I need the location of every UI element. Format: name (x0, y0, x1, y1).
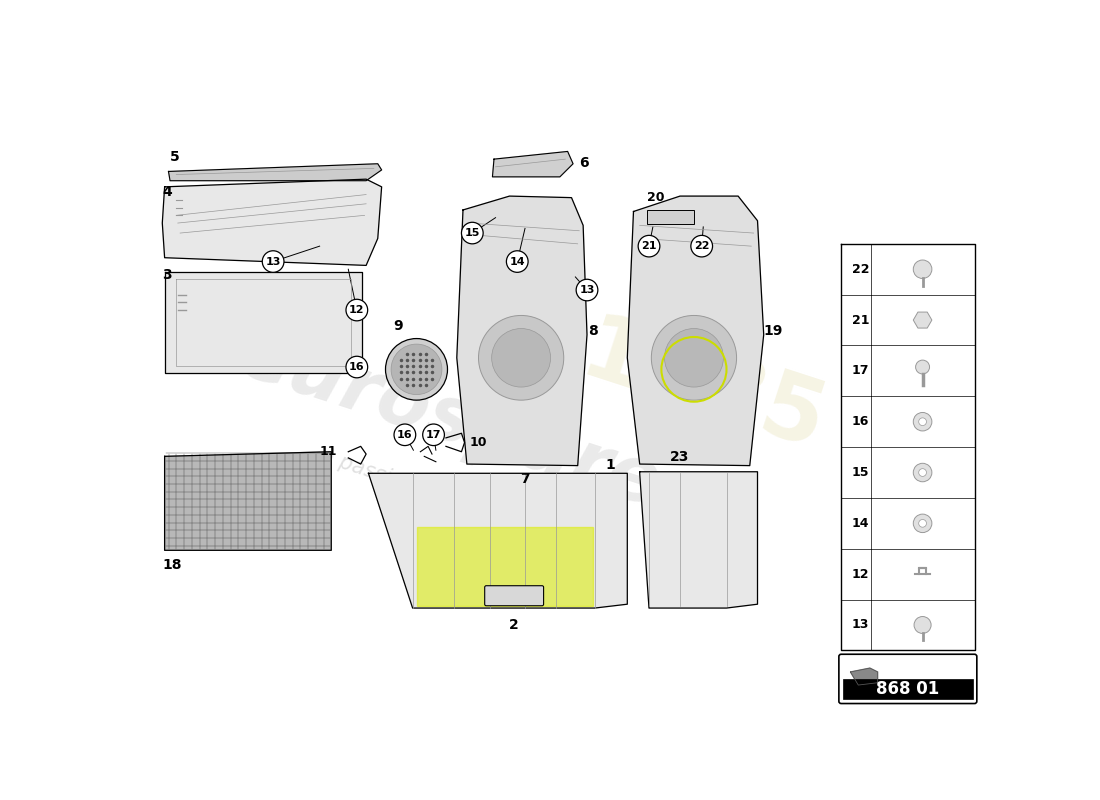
Circle shape (392, 344, 442, 394)
Polygon shape (165, 452, 331, 550)
Text: 1985: 1985 (570, 308, 836, 470)
Text: 14: 14 (852, 517, 870, 530)
Text: 16: 16 (397, 430, 412, 440)
Circle shape (385, 338, 448, 400)
Text: 6: 6 (580, 156, 588, 170)
Circle shape (913, 260, 932, 278)
Circle shape (492, 329, 551, 387)
Text: 20: 20 (648, 190, 664, 204)
Circle shape (394, 424, 416, 446)
Text: 14: 14 (509, 257, 525, 266)
Text: 5: 5 (170, 150, 179, 164)
FancyBboxPatch shape (843, 679, 974, 699)
Circle shape (576, 279, 598, 301)
Circle shape (262, 250, 284, 272)
Text: 22: 22 (852, 262, 870, 276)
Text: 13: 13 (580, 285, 595, 295)
Polygon shape (417, 527, 593, 606)
Text: 13: 13 (852, 618, 869, 631)
Circle shape (462, 222, 483, 244)
Circle shape (506, 250, 528, 272)
Text: 10: 10 (470, 436, 486, 449)
Circle shape (691, 235, 713, 257)
Text: 9: 9 (394, 319, 403, 333)
Text: 18: 18 (163, 558, 182, 572)
Text: 12: 12 (349, 305, 364, 315)
Text: 12: 12 (852, 568, 870, 581)
Text: 21: 21 (641, 241, 657, 251)
Polygon shape (163, 179, 382, 266)
Text: 13: 13 (265, 257, 280, 266)
Polygon shape (640, 472, 758, 608)
Circle shape (422, 424, 444, 446)
Circle shape (915, 360, 930, 374)
Circle shape (913, 514, 932, 533)
Text: 17: 17 (426, 430, 441, 440)
Text: 23: 23 (670, 450, 690, 464)
Polygon shape (168, 164, 382, 181)
Circle shape (638, 235, 660, 257)
Text: 19: 19 (763, 324, 783, 338)
Text: a passion for parts since 1985: a passion for parts since 1985 (318, 446, 624, 562)
Polygon shape (493, 151, 573, 177)
Text: 8: 8 (588, 324, 598, 338)
Circle shape (914, 617, 931, 634)
Circle shape (346, 356, 367, 378)
Circle shape (478, 315, 563, 400)
FancyBboxPatch shape (648, 210, 694, 224)
FancyBboxPatch shape (485, 586, 543, 606)
Circle shape (913, 413, 932, 431)
Text: 21: 21 (852, 314, 870, 326)
Text: 3: 3 (163, 269, 172, 282)
Polygon shape (165, 271, 362, 373)
Text: 22: 22 (694, 241, 710, 251)
Circle shape (664, 329, 724, 387)
Circle shape (651, 315, 737, 400)
Text: eurospares: eurospares (230, 318, 712, 537)
Text: 7: 7 (520, 472, 530, 486)
Text: 11: 11 (320, 446, 338, 458)
Polygon shape (627, 196, 763, 466)
Polygon shape (456, 196, 587, 466)
Text: 868 01: 868 01 (877, 680, 939, 698)
Polygon shape (850, 668, 878, 685)
Circle shape (918, 519, 926, 527)
Text: 1: 1 (605, 458, 615, 472)
Circle shape (913, 463, 932, 482)
Circle shape (918, 418, 926, 426)
Text: 15: 15 (464, 228, 480, 238)
FancyBboxPatch shape (839, 654, 977, 703)
Text: 4: 4 (163, 185, 172, 198)
Text: 2: 2 (509, 618, 519, 632)
Circle shape (346, 299, 367, 321)
Circle shape (918, 469, 926, 476)
Text: 15: 15 (852, 466, 870, 479)
Polygon shape (913, 312, 932, 328)
Polygon shape (368, 474, 627, 608)
Text: 16: 16 (349, 362, 364, 372)
Text: 17: 17 (852, 364, 870, 378)
Text: 16: 16 (852, 415, 869, 428)
